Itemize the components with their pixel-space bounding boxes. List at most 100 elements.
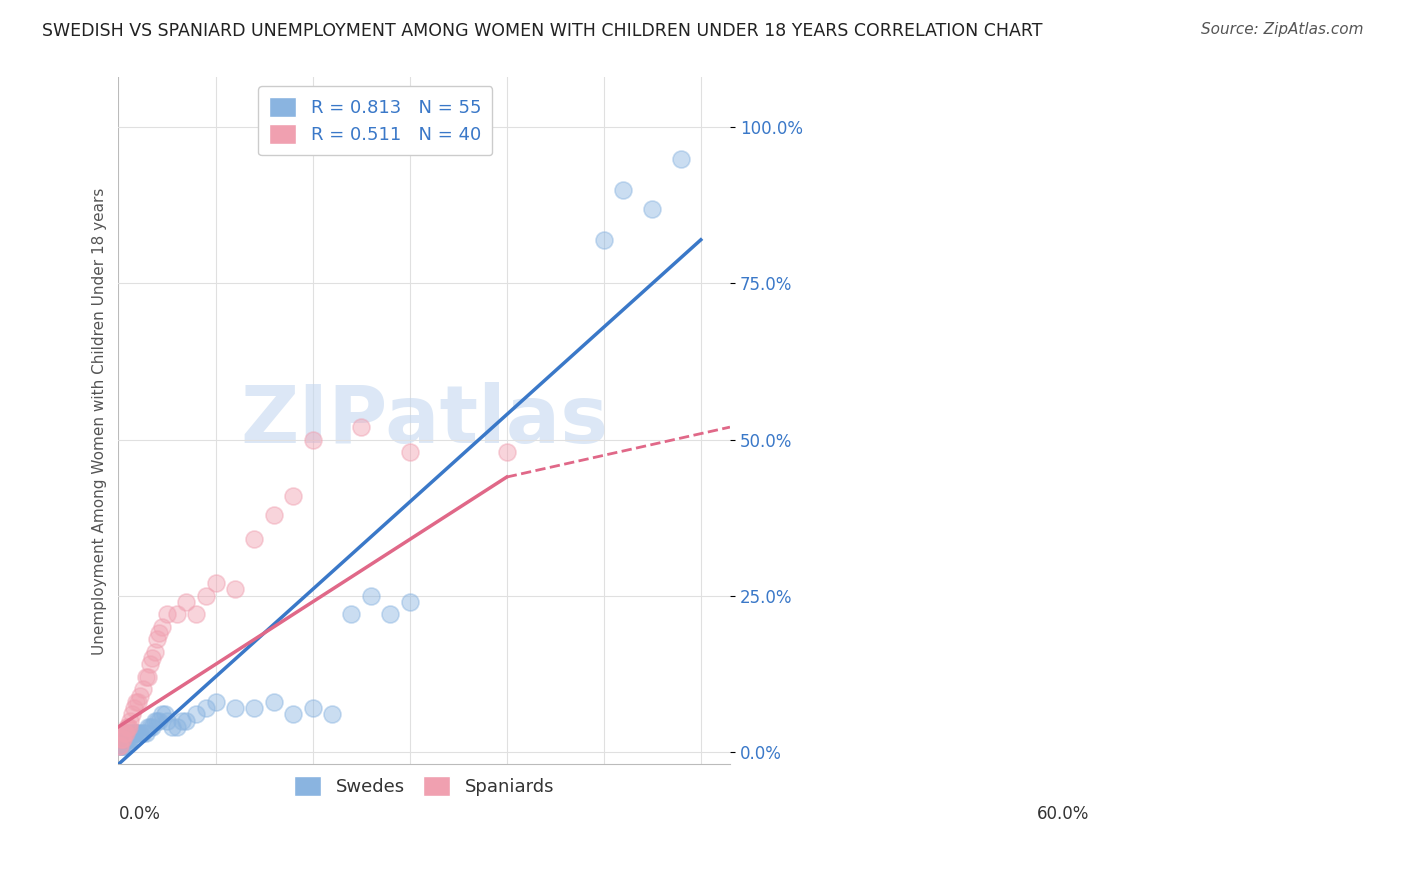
Text: Source: ZipAtlas.com: Source: ZipAtlas.com (1201, 22, 1364, 37)
Point (592, 233, 614, 247)
Point (160, 720, 183, 734)
Point (122, 726, 145, 740)
Point (153, 707, 176, 722)
Point (121, 726, 143, 740)
Point (128, 689, 150, 703)
Point (131, 682, 153, 697)
Point (143, 645, 166, 659)
Point (301, 701, 323, 715)
Point (301, 433, 323, 447)
Point (243, 533, 266, 547)
Text: ZIPatlas: ZIPatlas (240, 382, 609, 460)
Point (127, 726, 149, 740)
Point (110, 732, 132, 747)
Point (112, 739, 135, 753)
Point (112, 726, 135, 740)
Point (360, 589, 382, 603)
Point (263, 508, 285, 522)
Point (115, 732, 138, 747)
Point (224, 701, 246, 715)
Point (118, 720, 141, 734)
Point (194, 701, 217, 715)
Point (156, 714, 179, 728)
Point (398, 445, 420, 459)
Point (111, 732, 134, 747)
Point (150, 620, 173, 634)
Point (135, 670, 157, 684)
Point (148, 714, 170, 728)
Point (170, 714, 193, 728)
Point (243, 701, 266, 715)
Point (166, 607, 188, 622)
Point (117, 732, 139, 747)
Point (110, 739, 132, 753)
Point (125, 726, 148, 740)
Point (120, 726, 142, 740)
Point (131, 726, 153, 740)
Point (495, 445, 517, 459)
Point (166, 720, 188, 734)
Legend: Swedes, Spaniards: Swedes, Spaniards (287, 769, 561, 804)
Point (150, 707, 173, 722)
Point (120, 714, 142, 728)
Point (141, 651, 163, 665)
Point (143, 714, 166, 728)
Point (204, 576, 226, 591)
Y-axis label: Unemployment Among Women with Children Under 18 years: Unemployment Among Women with Children U… (93, 187, 107, 655)
Point (108, 739, 131, 753)
Point (136, 720, 159, 734)
Text: 0.0%: 0.0% (118, 805, 160, 823)
Point (184, 607, 207, 622)
Point (110, 732, 132, 747)
Point (141, 720, 163, 734)
Text: SWEDISH VS SPANIARD UNEMPLOYMENT AMONG WOMEN WITH CHILDREN UNDER 18 YEARS CORREL: SWEDISH VS SPANIARD UNEMPLOYMENT AMONG W… (42, 22, 1043, 40)
Point (112, 732, 135, 747)
Point (117, 726, 139, 740)
Point (115, 720, 138, 734)
Point (671, 152, 693, 166)
Point (156, 607, 179, 622)
Text: 60.0%: 60.0% (1036, 805, 1090, 823)
Point (112, 732, 135, 747)
Point (176, 714, 198, 728)
Point (114, 726, 136, 740)
Point (117, 720, 139, 734)
Point (111, 739, 134, 753)
Point (380, 607, 402, 622)
Point (122, 732, 145, 747)
Point (115, 732, 138, 747)
Point (641, 202, 664, 216)
Point (136, 670, 159, 684)
Point (398, 595, 420, 609)
Point (110, 739, 132, 753)
Point (148, 626, 170, 640)
Point (350, 420, 373, 434)
Point (138, 657, 160, 672)
Point (612, 183, 634, 197)
Point (112, 739, 135, 753)
Point (146, 714, 169, 728)
Point (224, 582, 246, 597)
Point (263, 695, 285, 709)
Point (146, 632, 169, 647)
Point (115, 726, 138, 740)
Point (108, 739, 131, 753)
Point (135, 726, 157, 740)
Point (110, 739, 132, 753)
Point (204, 695, 226, 709)
Point (118, 732, 141, 747)
Point (283, 707, 305, 722)
Point (138, 720, 160, 734)
Point (283, 489, 305, 503)
Point (122, 701, 145, 715)
Point (128, 726, 150, 740)
Point (321, 707, 343, 722)
Point (124, 726, 146, 740)
Point (125, 695, 148, 709)
Point (120, 732, 142, 747)
Point (121, 707, 143, 722)
Point (127, 695, 149, 709)
Point (340, 607, 363, 622)
Point (194, 589, 217, 603)
Point (184, 707, 207, 722)
